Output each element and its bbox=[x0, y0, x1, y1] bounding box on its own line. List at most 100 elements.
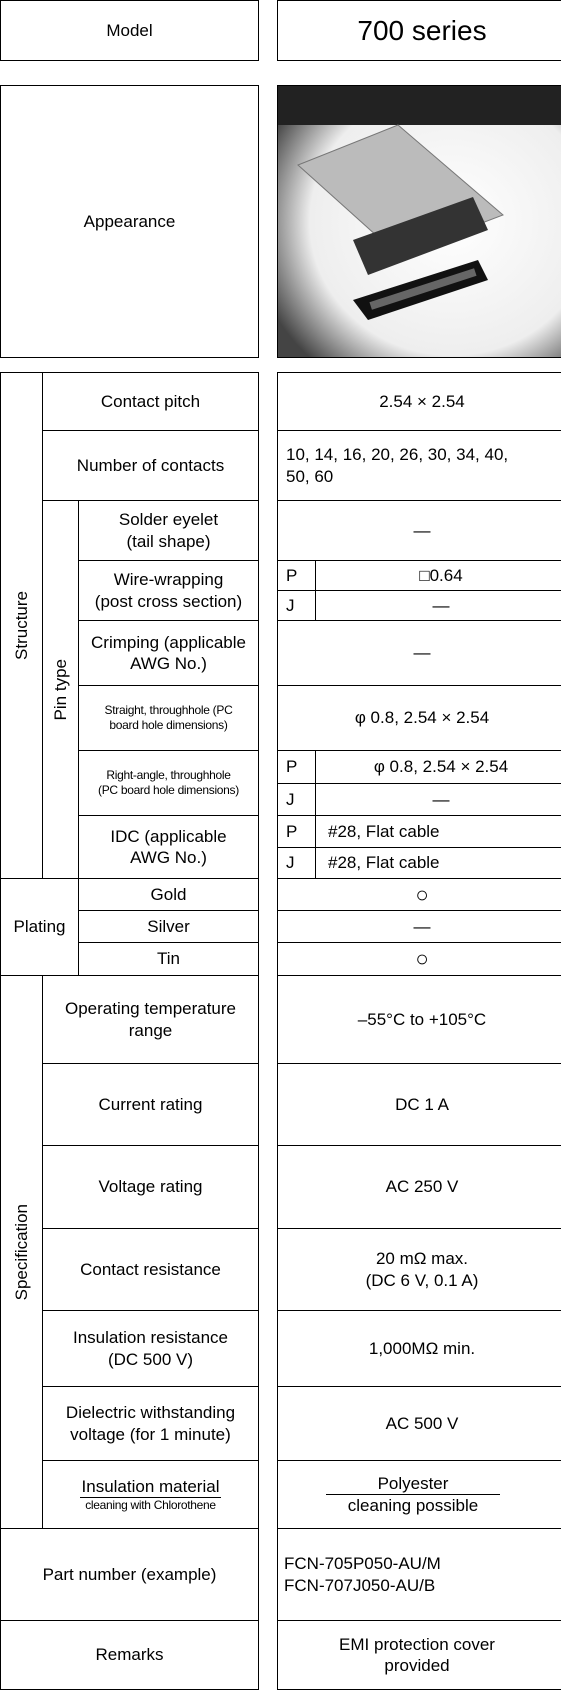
value: ○ bbox=[415, 881, 428, 909]
cell: Appearance bbox=[0, 85, 259, 358]
value: □0.64 bbox=[419, 565, 462, 586]
value: DC 1 A bbox=[395, 1094, 449, 1115]
key: J bbox=[286, 852, 295, 873]
cell: Voltage rating bbox=[42, 1145, 259, 1229]
label: Insulation material bbox=[80, 1476, 222, 1498]
section-label: Structure bbox=[11, 591, 32, 660]
cell: Remarks bbox=[0, 1620, 259, 1690]
cell: 2.54 × 2.54 bbox=[277, 372, 561, 431]
value: — bbox=[433, 595, 450, 616]
product-photo bbox=[278, 85, 561, 358]
value: — bbox=[414, 642, 431, 663]
label: Wire-wrapping (post cross section) bbox=[95, 569, 242, 612]
cell: Dielectric withstanding voltage (for 1 m… bbox=[42, 1386, 259, 1461]
cell: — bbox=[277, 620, 561, 686]
cell: — bbox=[315, 783, 561, 816]
value: 20 mΩ max. (DC 6 V, 0.1 A) bbox=[366, 1248, 479, 1291]
cell bbox=[277, 85, 561, 358]
cell: Part number (example) bbox=[0, 1528, 259, 1621]
cell: Current rating bbox=[42, 1063, 259, 1146]
cell: Pin type bbox=[42, 500, 79, 879]
cell: Operating temperature range bbox=[42, 975, 259, 1064]
key: J bbox=[286, 789, 295, 810]
label: Insulation resistance (DC 500 V) bbox=[73, 1327, 228, 1370]
value: φ 0.8, 2.54 × 2.54 bbox=[355, 707, 489, 728]
cell: Solder eyelet (tail shape) bbox=[78, 500, 259, 561]
label: Model bbox=[106, 20, 152, 41]
section-label: Plating bbox=[14, 916, 66, 937]
value: ○ bbox=[415, 945, 428, 973]
value: 10, 14, 16, 20, 26, 30, 34, 40, 50, 60 bbox=[286, 444, 526, 487]
cell: φ 0.8, 2.54 × 2.54 bbox=[315, 750, 561, 784]
value: 2.54 × 2.54 bbox=[379, 391, 465, 412]
cell: Model bbox=[0, 0, 259, 61]
cell: AC 250 V bbox=[277, 1145, 561, 1229]
value: FCN-705P050-AU/M FCN-707J050-AU/B bbox=[284, 1553, 441, 1596]
key: J bbox=[286, 595, 295, 616]
cell: 20 mΩ max. (DC 6 V, 0.1 A) bbox=[277, 1228, 561, 1311]
cell: P bbox=[277, 560, 316, 591]
section-label: Specification bbox=[11, 1204, 32, 1300]
cell: Crimping (applicable AWG No.) bbox=[78, 620, 259, 686]
cell: Insulation material cleaning with Chloro… bbox=[42, 1460, 259, 1529]
cell: — bbox=[277, 500, 561, 561]
cell: φ 0.8, 2.54 × 2.54 bbox=[277, 685, 561, 751]
value: #28, Flat cable bbox=[328, 821, 440, 842]
value: Polyester bbox=[326, 1473, 500, 1495]
value: AC 500 V bbox=[386, 1413, 459, 1434]
cell: J bbox=[277, 847, 316, 879]
cell: J bbox=[277, 783, 316, 816]
label: Number of contacts bbox=[77, 455, 224, 476]
value: — bbox=[414, 916, 431, 937]
cell: #28, Flat cable bbox=[315, 815, 561, 848]
cell: DC 1 A bbox=[277, 1063, 561, 1146]
sublabel: cleaning with Chlorothene bbox=[85, 1498, 216, 1513]
cell: AC 500 V bbox=[277, 1386, 561, 1461]
label: Tin bbox=[157, 948, 180, 969]
cell: Polyester cleaning possible bbox=[277, 1460, 561, 1529]
key: P bbox=[286, 565, 297, 586]
label: Straight, throughhole (PC board hole dim… bbox=[105, 703, 233, 733]
label: Current rating bbox=[99, 1094, 203, 1115]
value: AC 250 V bbox=[386, 1176, 459, 1197]
cell: Structure bbox=[0, 372, 43, 879]
cell: Wire-wrapping (post cross section) bbox=[78, 560, 259, 621]
value: — bbox=[433, 789, 450, 810]
cell: Specification bbox=[0, 975, 43, 1529]
label: Crimping (applicable AWG No.) bbox=[91, 632, 246, 675]
cell: –55°C to +105°C bbox=[277, 975, 561, 1064]
cell: Contact resistance bbox=[42, 1228, 259, 1311]
label: Remarks bbox=[95, 1644, 163, 1665]
label: Dielectric withstanding voltage (for 1 m… bbox=[66, 1402, 235, 1445]
cell: J bbox=[277, 590, 316, 621]
cell: Number of contacts bbox=[42, 430, 259, 501]
label: Gold bbox=[151, 884, 187, 905]
cell: Gold bbox=[78, 878, 259, 911]
value: –55°C to +105°C bbox=[358, 1009, 486, 1030]
cell: 700 series bbox=[277, 0, 561, 61]
label: Contact resistance bbox=[80, 1259, 221, 1280]
label: Appearance bbox=[84, 211, 176, 232]
cell: □0.64 bbox=[315, 560, 561, 591]
value: 700 series bbox=[357, 13, 486, 48]
cell: Right-angle, throughhole (PC board hole … bbox=[78, 750, 259, 816]
cell: Contact pitch bbox=[42, 372, 259, 431]
cell: EMI protection cover provided bbox=[277, 1620, 561, 1690]
cell: FCN-705P050-AU/M FCN-707J050-AU/B bbox=[277, 1528, 561, 1621]
value: — bbox=[414, 520, 431, 541]
value: 1,000MΩ min. bbox=[369, 1338, 475, 1359]
cell: Insulation resistance (DC 500 V) bbox=[42, 1310, 259, 1387]
cell: — bbox=[277, 910, 561, 943]
cell: #28, Flat cable bbox=[315, 847, 561, 879]
cell: Straight, throughhole (PC board hole dim… bbox=[78, 685, 259, 751]
label: Right-angle, throughhole (PC board hole … bbox=[98, 768, 239, 798]
cell: Tin bbox=[78, 942, 259, 976]
label: Contact pitch bbox=[101, 391, 200, 412]
value: φ 0.8, 2.54 × 2.54 bbox=[374, 756, 508, 777]
value: #28, Flat cable bbox=[328, 852, 440, 873]
value: EMI protection cover provided bbox=[339, 1634, 495, 1677]
key: P bbox=[286, 821, 297, 842]
label: Voltage rating bbox=[99, 1176, 203, 1197]
label: Silver bbox=[147, 916, 190, 937]
cell: P bbox=[277, 750, 316, 784]
